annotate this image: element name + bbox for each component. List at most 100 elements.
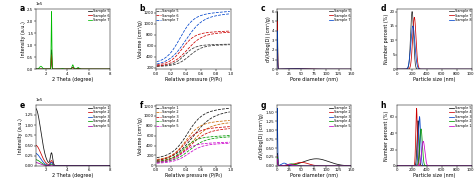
Line: Sample 4: Sample 4 <box>397 108 472 166</box>
Text: h: h <box>381 101 386 110</box>
Sample 6 <box>467 68 473 70</box>
Sample 3 <box>227 127 233 130</box>
Sample 5 <box>467 165 473 167</box>
Legend: Sample 5, Sample 4, Sample 3, Sample 2, Sample 1: Sample 5, Sample 4, Sample 3, Sample 2, … <box>449 106 471 128</box>
Sample 1 <box>276 165 282 167</box>
Sample 4 <box>157 161 163 163</box>
Y-axis label: dV/dlog(D) (cm³/g): dV/dlog(D) (cm³/g) <box>259 113 264 159</box>
Sample 5 <box>168 64 173 67</box>
Sample 6 <box>394 68 400 70</box>
Sample 5 <box>223 44 229 46</box>
Sample 6 <box>107 68 113 70</box>
Sample 3 <box>338 165 344 167</box>
Sample 7 <box>33 68 38 70</box>
Text: f: f <box>140 101 143 110</box>
Line: Sample 5: Sample 5 <box>277 159 351 166</box>
X-axis label: 2 Theta (degree): 2 Theta (degree) <box>52 77 93 82</box>
Sample 8 <box>430 68 436 70</box>
Sample 3 <box>173 156 179 158</box>
Sample 8 <box>394 68 400 70</box>
Sample 2 <box>274 154 280 156</box>
Sample 7 <box>394 68 400 70</box>
Sample 3 <box>106 165 112 167</box>
Sample 3 <box>317 165 323 167</box>
X-axis label: Pore diameter (nm): Pore diameter (nm) <box>290 77 338 82</box>
Sample 5 <box>158 162 164 164</box>
Sample 5 <box>321 68 327 70</box>
Line: Sample 7: Sample 7 <box>397 17 472 69</box>
Sample 5 <box>72 68 77 70</box>
Sample 3 <box>67 165 73 167</box>
Sample 6 <box>338 68 344 70</box>
Text: d: d <box>381 4 386 13</box>
Sample 5 <box>221 142 227 145</box>
Sample 3 <box>157 160 163 163</box>
X-axis label: Particle size (nm): Particle size (nm) <box>413 77 456 82</box>
Line: Sample 5: Sample 5 <box>36 163 110 166</box>
Sample 5 <box>467 165 473 167</box>
Sample 6 <box>49 54 55 56</box>
Sample 3 <box>398 165 404 167</box>
Line: Sample 2: Sample 2 <box>157 123 230 161</box>
Sample 2 <box>274 163 280 166</box>
Sample 6 <box>319 68 325 70</box>
Line: Sample 3: Sample 3 <box>157 129 230 162</box>
Line: Sample 6: Sample 6 <box>277 21 351 69</box>
Sample 3 <box>469 165 474 167</box>
Sample 4 <box>321 165 327 167</box>
Sample 2 <box>428 165 434 167</box>
Line: Sample 1: Sample 1 <box>36 108 110 166</box>
Text: e: e <box>19 101 25 110</box>
Line: Sample 1: Sample 1 <box>397 141 472 166</box>
Sample 3 <box>467 165 473 167</box>
Sample 5 <box>330 165 336 167</box>
Sample 7 <box>223 13 229 15</box>
Sample 1 <box>330 162 336 164</box>
Sample 8 <box>410 25 416 27</box>
Sample 5 <box>279 68 284 70</box>
Sample 4 <box>72 165 77 167</box>
Sample 7 <box>72 68 77 70</box>
Sample 6 <box>67 68 73 70</box>
Sample 6 <box>428 68 434 70</box>
Sample 5 <box>452 165 457 167</box>
Sample 2 <box>58 164 64 167</box>
Sample 8 <box>467 68 473 70</box>
Sample 1 <box>466 165 472 167</box>
Y-axis label: Volume (cm³/g): Volume (cm³/g) <box>137 117 143 155</box>
Sample 6 <box>469 68 474 70</box>
Sample 7 <box>173 52 179 54</box>
Sample 3 <box>430 165 436 167</box>
Sample 5 <box>274 35 280 37</box>
Sample 2 <box>319 165 325 167</box>
Legend: Sample 6, Sample 7, Sample 8: Sample 6, Sample 7, Sample 8 <box>449 9 471 22</box>
Sample 4 <box>221 136 227 138</box>
Sample 6 <box>227 31 233 33</box>
Sample 2 <box>107 164 113 167</box>
Sample 2 <box>394 165 400 167</box>
Sample 7 <box>58 68 64 70</box>
Sample 3 <box>457 165 463 167</box>
Sample 3 <box>274 107 280 109</box>
Y-axis label: Number percent (%): Number percent (%) <box>384 14 389 64</box>
Sample 2 <box>173 155 179 157</box>
Sample 7 <box>330 68 336 70</box>
Sample 3 <box>417 115 422 118</box>
Sample 5 <box>319 68 325 70</box>
Sample 5 <box>227 44 233 46</box>
Text: g: g <box>260 101 266 110</box>
Sample 2 <box>223 122 229 124</box>
Sample 7 <box>317 68 323 70</box>
Sample 6 <box>321 68 327 70</box>
Sample 1 <box>430 165 436 167</box>
Sample 6 <box>430 68 436 70</box>
Sample 5 <box>279 165 284 167</box>
X-axis label: Particle size (nm): Particle size (nm) <box>413 174 456 179</box>
Sample 5 <box>173 159 179 161</box>
Sample 1 <box>469 165 474 167</box>
Sample 6 <box>223 31 229 34</box>
Sample 4 <box>107 165 113 167</box>
Sample 6 <box>274 20 280 22</box>
Sample 5 <box>58 165 64 167</box>
Sample 6 <box>221 31 227 34</box>
